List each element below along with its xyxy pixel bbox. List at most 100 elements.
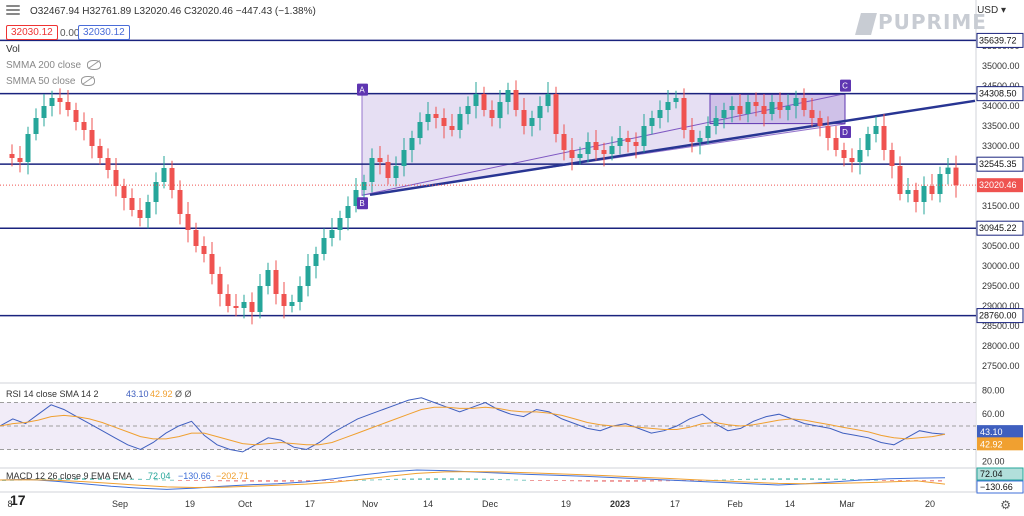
macd-histogram-bar	[354, 479, 358, 481]
macd-title: MACD 12 26 close 9 EMA EMA	[6, 471, 132, 481]
time-tick-label: 17	[305, 499, 315, 509]
candle-body	[937, 174, 943, 194]
hidden-eye-icon[interactable]	[81, 76, 96, 87]
candle-body	[289, 302, 295, 306]
rsi-tick-label: 20.00	[982, 456, 1005, 466]
candle-body	[201, 246, 207, 254]
candle-body	[329, 230, 335, 238]
gear-icon[interactable]: ⚙	[1000, 498, 1011, 512]
macd-histogram-bar	[370, 479, 374, 481]
macd-value-box-label: −130.66	[980, 482, 1013, 492]
vol-label: Vol	[6, 44, 20, 55]
candle-body	[137, 210, 143, 218]
price-tick-label: 28500.00	[982, 321, 1020, 331]
macd-histogram-bar	[218, 480, 222, 482]
macd-histogram-bar	[394, 478, 398, 480]
macd-histogram-bar	[626, 480, 630, 482]
macd-histogram-bar	[818, 478, 822, 480]
bid-pill[interactable]: 32030.12	[6, 25, 58, 40]
candle-body	[665, 102, 671, 110]
candle-body	[929, 186, 935, 194]
time-tick-label: Dec	[482, 499, 499, 509]
macd-histogram-bar	[826, 478, 830, 480]
pattern-point-badge	[357, 197, 368, 210]
macd-value-box-label: 72.04	[980, 469, 1003, 479]
macd-histogram-bar	[450, 478, 454, 480]
time-tick-label: 14	[423, 499, 433, 509]
candle-body	[89, 130, 95, 146]
candle-body	[793, 98, 799, 106]
smma200-legend[interactable]: SMMA 200 close	[6, 60, 102, 71]
candle-body	[161, 168, 167, 182]
candle-body	[361, 182, 367, 190]
macd-histogram-bar	[250, 480, 254, 482]
candle-body	[385, 162, 391, 178]
candle-body	[73, 110, 79, 122]
macd-histogram-bar	[74, 478, 78, 480]
macd-histogram-bar	[194, 480, 198, 481]
smma50-legend[interactable]: SMMA 50 close	[6, 76, 96, 87]
level-label: 30945.22	[979, 223, 1017, 233]
macd-histogram-bar	[690, 480, 694, 481]
rsi-tick-label: 60.00	[982, 409, 1005, 419]
candle-body	[65, 102, 71, 110]
macd-histogram-bar	[930, 480, 934, 482]
candle-body	[705, 126, 711, 138]
candle-body	[761, 106, 767, 114]
candle-body	[529, 118, 535, 126]
price-tick-label: 28000.00	[982, 341, 1020, 351]
macd-histogram-bar	[562, 480, 566, 482]
macd-histogram-bar	[634, 480, 638, 482]
candle-body	[393, 166, 399, 178]
macd-histogram-bar	[162, 479, 166, 481]
hidden-eye-icon[interactable]	[87, 60, 102, 71]
candle-body	[81, 122, 87, 130]
macd-histogram-bar	[178, 480, 182, 481]
currency-selector[interactable]: USD ▾	[977, 5, 1006, 16]
macd-histogram-bar	[298, 480, 302, 482]
macd-histogram-bar	[130, 478, 134, 480]
candle-body	[97, 146, 103, 158]
signal-line	[0, 471, 946, 489]
macd-histogram-bar	[98, 478, 102, 480]
candle-body	[425, 114, 431, 122]
macd-histogram-bar	[114, 478, 118, 480]
candle-body	[153, 182, 159, 202]
last-price-label: 32020.46	[979, 180, 1017, 190]
macd-histogram-bar	[514, 479, 518, 481]
candle-body	[129, 198, 135, 210]
candle-body	[441, 118, 447, 126]
candle-body	[401, 150, 407, 166]
macd-histogram-bar	[426, 478, 430, 480]
candle-body	[209, 254, 215, 274]
ask-pill[interactable]: 32030.12	[78, 25, 130, 40]
macd-histogram-bar	[586, 480, 590, 482]
candle-body	[489, 110, 495, 118]
candle-body	[241, 302, 247, 308]
macd-value-box	[976, 467, 1024, 481]
candle-body	[273, 270, 279, 294]
pattern-point-label: D	[842, 128, 848, 137]
candle-body	[833, 138, 839, 150]
macd-histogram-bar	[666, 480, 670, 482]
menu-icon[interactable]	[6, 5, 20, 15]
candle-body	[177, 190, 183, 214]
level-label: 35639.72	[979, 35, 1017, 45]
macd-histogram-bar	[618, 480, 622, 482]
candle-body	[809, 110, 815, 118]
macd-histogram-bar	[770, 478, 774, 480]
candle-body	[233, 306, 239, 308]
macd-histogram-bar	[658, 480, 662, 482]
rsi-value-box-label: 42.92	[980, 439, 1003, 449]
candle-body	[265, 270, 271, 286]
pattern-point-label: A	[359, 86, 365, 95]
candle-body	[737, 106, 743, 114]
candle-body	[857, 150, 863, 162]
macd-histogram-bar	[778, 478, 782, 480]
level-label-box	[976, 156, 1024, 172]
candle-body	[753, 102, 759, 106]
level-label-box	[976, 32, 1024, 48]
candle-body	[497, 102, 503, 118]
candle-body	[881, 126, 887, 150]
